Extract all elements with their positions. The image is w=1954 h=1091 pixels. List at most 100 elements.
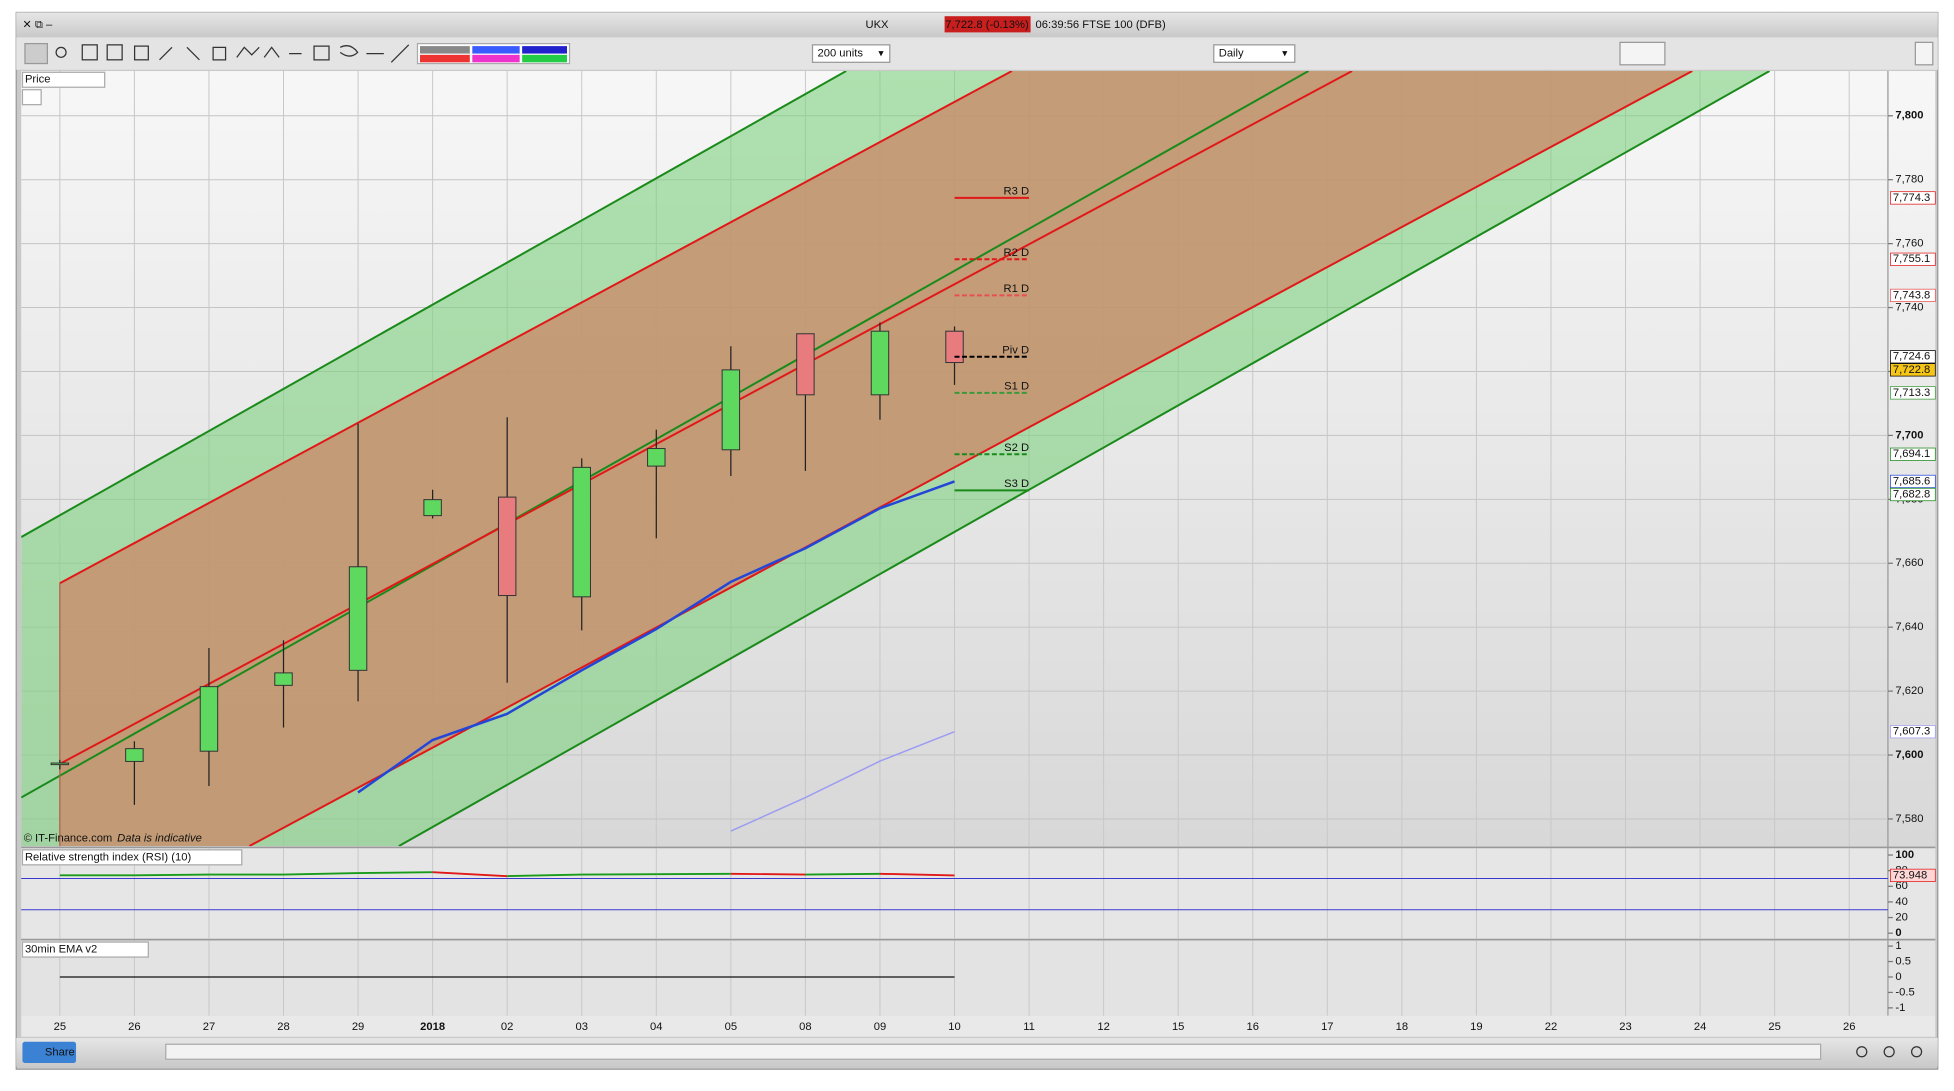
y-tick-label: 7,640 <box>1895 621 1923 633</box>
ema-panel <box>21 940 1936 1016</box>
pivot-label: R1 D <box>1004 283 1030 295</box>
x-tick-label: 02 <box>501 1021 513 1033</box>
units: 200 units <box>817 48 863 60</box>
y-tick-label: 1 <box>1895 940 1901 952</box>
price-tag <box>1890 474 1936 489</box>
x-tick-label: 10 <box>948 1021 960 1033</box>
rsi-segment <box>507 873 582 878</box>
y-tick-label: 7,780 <box>1895 174 1923 186</box>
period-select[interactable] <box>1213 44 1296 63</box>
share-button[interactable] <box>22 1041 77 1063</box>
rsi-panel <box>21 848 1936 939</box>
price-tag-label: 7,755.1 <box>1893 253 1930 265</box>
dropdown-arrow: ▾ <box>878 47 884 59</box>
price-tag-label: 7,685.6 <box>1893 475 1930 487</box>
x-tick-label: 09 <box>874 1021 886 1033</box>
color-swatches[interactable] <box>416 42 571 65</box>
y-tick-label: 100 <box>1895 849 1914 861</box>
scrollbar[interactable] <box>165 1043 1822 1060</box>
date-axis <box>21 1015 1936 1037</box>
quote: 7,722.8 (-0.13%) <box>945 19 1029 31</box>
pivot-label: S1 D <box>1004 381 1029 393</box>
quote-box <box>944 16 1031 33</box>
y-tick-label: 7,740 <box>1895 302 1923 314</box>
pivot-label: S2 D <box>1004 442 1029 454</box>
price-tag <box>1890 252 1936 266</box>
rsi-segment <box>358 871 433 874</box>
x-tick-label: 29 <box>352 1021 364 1033</box>
side-button[interactable] <box>1914 41 1934 66</box>
candle-body <box>423 499 442 517</box>
x-tick-label: 04 <box>650 1021 662 1033</box>
ema-header <box>21 941 149 958</box>
x-tick-label: 2018 <box>420 1021 445 1033</box>
rsi-segment <box>283 872 359 876</box>
share-label: Share <box>45 1046 75 1058</box>
refresh-button[interactable] <box>21 89 42 106</box>
x-tick-label: 17 <box>1321 1021 1333 1033</box>
candle-body <box>945 330 964 364</box>
indicator-button[interactable] <box>1619 41 1666 66</box>
price-header <box>21 71 106 88</box>
candle-body <box>497 496 517 597</box>
x-tick-label: 03 <box>576 1021 588 1033</box>
x-tick-label: 28 <box>277 1021 289 1033</box>
y-tick-label: 7,700 <box>1895 429 1923 441</box>
candle-body <box>796 333 815 396</box>
price-tag-label: 7,694.1 <box>1893 448 1930 460</box>
x-tick-label: 26 <box>128 1021 140 1033</box>
price-tag <box>1890 350 1936 364</box>
price-tag <box>1890 363 1936 377</box>
disclaimer: Data is indicative <box>117 833 202 845</box>
y-tick-label: 20 <box>1895 912 1907 924</box>
x-tick-label: 11 <box>1023 1021 1035 1033</box>
window-controls[interactable]: ✕ ⧉ – <box>22 19 53 31</box>
y-tick-label: 7,760 <box>1895 238 1923 250</box>
pivot-label: S3 D <box>1004 478 1029 490</box>
candle-body <box>721 369 741 451</box>
x-tick-label: 25 <box>54 1021 66 1033</box>
ema-panel-label: 30min EMA v2 <box>25 944 97 956</box>
line-series <box>730 731 955 832</box>
price-tag-label: 7,607.3 <box>1893 726 1930 738</box>
candle-body <box>348 566 368 671</box>
candle-body <box>50 762 70 766</box>
candle-body <box>274 672 293 686</box>
overlay: 7,5807,6007,6207,6407,6607,6807,7007,720… <box>21 110 1936 1033</box>
copyright: © IT-Finance.com <box>24 833 113 845</box>
price-tag-label: 7,743.8 <box>1893 289 1930 301</box>
price-tag-label: 7,774.3 <box>1893 192 1930 204</box>
y-tick-label: 7,800 <box>1895 110 1923 122</box>
pivot-label: R3 D <box>1004 186 1030 198</box>
units-select[interactable] <box>811 44 891 63</box>
y-tick-label: 0 <box>1895 927 1901 939</box>
x-tick-label: 24 <box>1694 1021 1706 1033</box>
price-tag-label: 7,722.8 <box>1893 364 1930 376</box>
candle-body <box>647 448 666 467</box>
candle-body <box>870 330 890 396</box>
price-tag-label: 7,682.8 <box>1893 488 1930 500</box>
rsi-segment <box>879 872 955 877</box>
x-tick-label: 12 <box>1097 1021 1109 1033</box>
price-panel-label: Price <box>25 74 51 86</box>
y-tick-label: 0.5 <box>1895 956 1911 968</box>
plot: R3 D R2 D R1 D Piv D S1 D S2 D S3 D <box>50 186 1030 832</box>
candle-body <box>125 748 144 762</box>
channels <box>21 71 1771 847</box>
rsi-tag <box>1890 868 1936 882</box>
rsi-segment <box>134 873 209 877</box>
y-tick-label: 7,580 <box>1895 813 1923 825</box>
dropdown-arrow: ▾ <box>1282 47 1288 59</box>
zoom-controls[interactable] <box>1856 1046 1923 1058</box>
x-tick-label: 26 <box>1843 1021 1855 1033</box>
y-tick-label: 7,660 <box>1895 557 1923 569</box>
toolbar-icons[interactable] <box>24 42 410 65</box>
rsi-panel-label: Relative strength index (RSI) (10) <box>25 851 192 863</box>
x-tick-label: 05 <box>725 1021 737 1033</box>
price-tag <box>1890 447 1936 461</box>
rsi-segment <box>432 871 508 878</box>
y-tick-label: -1 <box>1895 1002 1905 1014</box>
instrument-info: 06:39:56 FTSE 100 (DFB) <box>1036 19 1166 31</box>
candle-body <box>199 686 219 752</box>
